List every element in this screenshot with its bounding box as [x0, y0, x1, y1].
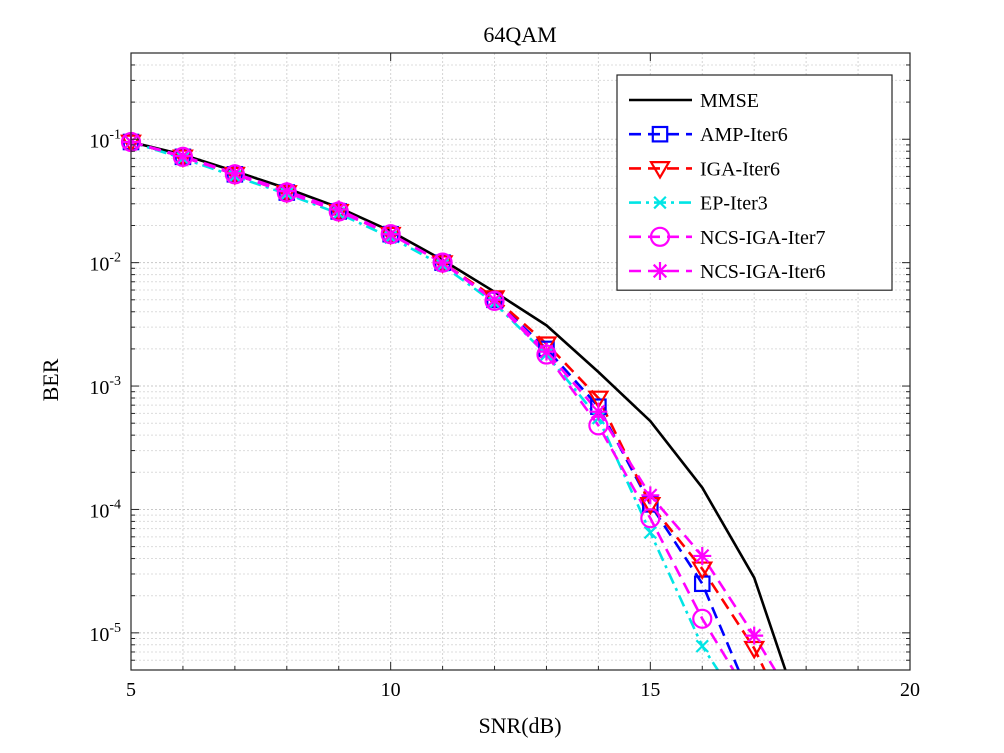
axes: 5 10 15 20 10-5 10-4 10-3 10-2 10-1: [89, 52, 920, 701]
legend-label-iga-iter6: IGA-Iter6: [700, 158, 780, 180]
series-marker: [651, 262, 669, 280]
chart-title: 64QAM: [483, 22, 556, 47]
marker-group: [120, 131, 766, 660]
series-marker: [381, 225, 400, 244]
series-marker: [589, 402, 608, 421]
y-tick-label: 10-4: [89, 497, 121, 522]
series-marker: [277, 182, 296, 201]
series-marker: [745, 626, 764, 645]
legend-label-amp-iter6: AMP-Iter6: [700, 124, 788, 146]
series-marker: [692, 608, 713, 629]
series-marker: [641, 486, 660, 505]
x-axis-label: SNR(dB): [478, 713, 561, 738]
grid: [131, 53, 910, 670]
y-tick-label: 10-1: [89, 127, 121, 152]
legend-box: [616, 74, 893, 291]
legend-label-ncs-iga-iter7: NCS-IGA-Iter7: [700, 227, 826, 249]
series-line-ncs-iga-iter7: [131, 140, 735, 670]
legend-label-mmse: MMSE: [700, 90, 759, 112]
series-marker: [173, 147, 192, 166]
legend-label-ep-iter3: EP-Iter3: [700, 193, 768, 215]
series-marker: [649, 161, 671, 180]
series-marker: [329, 200, 348, 219]
series-marker: [651, 125, 669, 143]
y-tick-label: 10-5: [89, 621, 121, 646]
series-marker: [653, 195, 667, 210]
x-tick-label: 20: [900, 679, 920, 701]
legend-label-ncs-iga-iter6: NCS-IGA-Iter6: [700, 261, 826, 283]
series-marker: [535, 336, 558, 355]
series-marker: [643, 525, 657, 540]
series-marker: [485, 290, 504, 309]
legend: MMSE AMP-Iter6 IGA-Iter6 EP-Iter3 NCS-IGA-It…: [616, 74, 893, 291]
series-marker: [537, 342, 556, 361]
y-tick-label: 10-3: [89, 374, 121, 399]
axes-box: [130, 52, 911, 671]
x-tick-label: 10: [381, 679, 401, 701]
x-tick-label: 15: [640, 679, 660, 701]
series-marker: [587, 390, 610, 410]
y-axis-label: BER: [38, 358, 63, 401]
series-marker: [693, 546, 712, 565]
y-tick-label: 10-2: [89, 251, 121, 276]
series-marker: [640, 508, 661, 529]
series-marker: [649, 226, 671, 247]
series-marker: [225, 164, 244, 183]
series-marker: [695, 639, 709, 653]
series-marker: [433, 253, 452, 272]
x-tick-label: 5: [126, 679, 136, 701]
